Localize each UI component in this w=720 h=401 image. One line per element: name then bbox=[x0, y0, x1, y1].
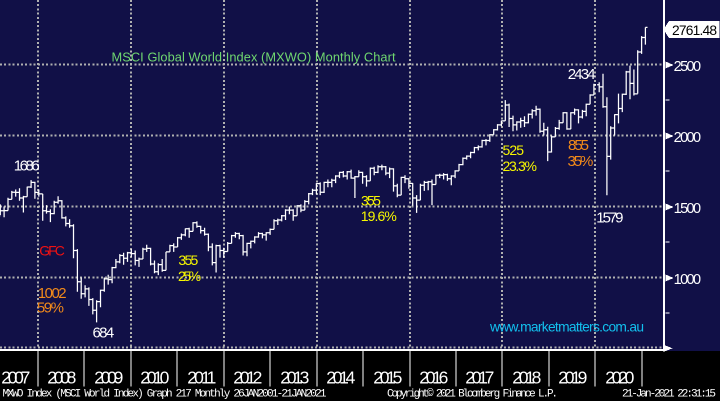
svg-text:2013: 2013 bbox=[280, 368, 309, 388]
svg-text:2016: 2016 bbox=[419, 368, 448, 388]
svg-text:1686: 1686 bbox=[14, 158, 40, 175]
svg-text:2014: 2014 bbox=[326, 368, 355, 388]
svg-text:2009: 2009 bbox=[94, 368, 123, 388]
svg-text:25%: 25% bbox=[178, 268, 201, 284]
svg-text:GFC: GFC bbox=[39, 243, 65, 259]
svg-text:2007: 2007 bbox=[1, 368, 30, 388]
svg-text:2018: 2018 bbox=[512, 368, 541, 388]
svg-text:2000: 2000 bbox=[674, 130, 702, 146]
svg-text:1579: 1579 bbox=[596, 209, 623, 226]
svg-text:2010: 2010 bbox=[140, 368, 169, 388]
svg-text:www.marketmatters.com.au: www.marketmatters.com.au bbox=[489, 320, 644, 335]
svg-text:19.6%: 19.6% bbox=[361, 208, 397, 224]
svg-text:2015: 2015 bbox=[373, 368, 402, 388]
svg-text:2500: 2500 bbox=[674, 59, 702, 75]
svg-text:35%: 35% bbox=[568, 153, 594, 170]
svg-text:2761.48: 2761.48 bbox=[672, 23, 717, 38]
svg-text:Copyright© 2021 Bloomberg Fina: Copyright© 2021 Bloomberg Finance L.P. bbox=[387, 389, 558, 401]
svg-text:59%: 59% bbox=[37, 300, 64, 317]
svg-text:684: 684 bbox=[93, 324, 115, 341]
svg-text:2019: 2019 bbox=[558, 368, 587, 388]
svg-text:525: 525 bbox=[503, 142, 525, 158]
svg-text:2008: 2008 bbox=[47, 368, 76, 388]
svg-text:23.3%: 23.3% bbox=[503, 158, 537, 174]
svg-text:MXWO Index (MSCI World Index): MXWO Index (MSCI World Index) Graph 217 … bbox=[3, 389, 327, 401]
svg-text:1002: 1002 bbox=[38, 285, 67, 302]
svg-text:1500: 1500 bbox=[674, 201, 702, 217]
svg-text:2434: 2434 bbox=[568, 66, 596, 83]
svg-text:21-Jan-2021 22:31:15: 21-Jan-2021 22:31:15 bbox=[622, 389, 716, 401]
svg-text:355: 355 bbox=[361, 192, 381, 208]
svg-text:2011: 2011 bbox=[187, 368, 216, 388]
svg-text:MSCI Global World Index (MXWO): MSCI Global World Index (MXWO) Monthly C… bbox=[112, 50, 396, 65]
svg-text:2017: 2017 bbox=[465, 368, 494, 388]
svg-text:355: 355 bbox=[178, 252, 198, 268]
svg-text:855: 855 bbox=[568, 137, 589, 154]
svg-text:1000: 1000 bbox=[674, 272, 702, 288]
svg-text:2012: 2012 bbox=[233, 368, 262, 388]
svg-text:2020: 2020 bbox=[605, 368, 634, 388]
